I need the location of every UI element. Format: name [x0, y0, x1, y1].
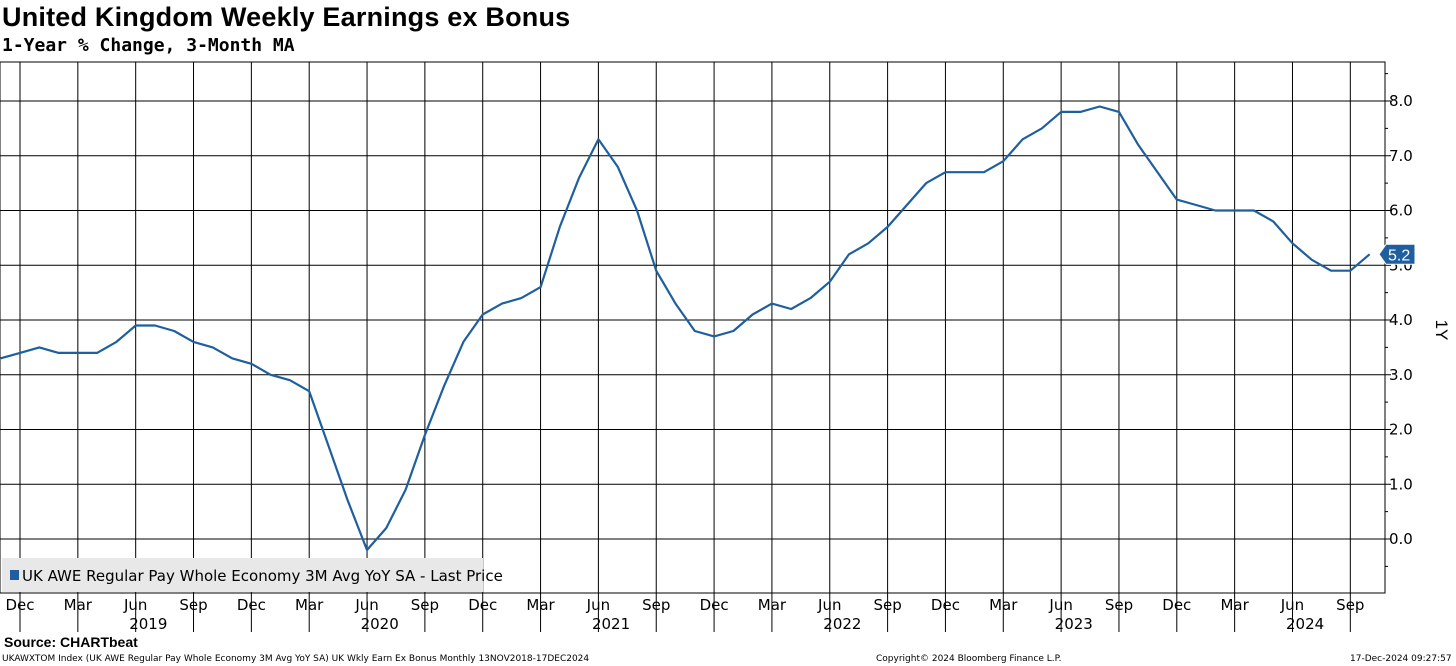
x-month-label: Sep — [642, 596, 670, 614]
y-axis-tick-labels: 0.01.02.03.04.05.06.07.08.0 — [1389, 92, 1413, 548]
x-year-label: 2019 — [129, 615, 167, 633]
x-year-label: 2021 — [592, 615, 630, 633]
chart-title: United Kingdom Weekly Earnings ex Bonus — [2, 2, 571, 32]
chart-subtitle: 1-Year % Change, 3-Month MA — [2, 35, 295, 56]
x-month-label: Mar — [526, 596, 555, 614]
x-month-label: Sep — [179, 596, 207, 614]
last-value-tag: 5.2 — [1378, 243, 1416, 265]
x-month-label: Dec — [700, 596, 729, 614]
x-month-label: Mar — [64, 596, 93, 614]
x-year-label: 2020 — [361, 615, 399, 633]
plot-frame — [0, 61, 1386, 594]
x-month-label: Mar — [758, 596, 787, 614]
x-month-label: Sep — [1105, 596, 1133, 614]
y-tick-label: 2.0 — [1389, 421, 1413, 439]
index-info: UKAWXTOM Index (UK AWE Regular Pay Whole… — [2, 654, 590, 664]
x-month-label: Dec — [931, 596, 960, 614]
x-month-label: Jun — [1048, 596, 1072, 614]
x-month-label: Dec — [5, 596, 34, 614]
x-month-label: Jun — [354, 596, 378, 614]
y-tick-label: 1.0 — [1389, 475, 1413, 493]
y-tick-label: 6.0 — [1389, 202, 1413, 220]
x-month-label: Mar — [295, 596, 324, 614]
x-month-label: Jun — [123, 596, 147, 614]
y-tick-label: 8.0 — [1389, 92, 1413, 110]
x-year-label: 2022 — [823, 615, 861, 633]
x-month-label: Jun — [1280, 596, 1304, 614]
source-note: Source: CHARTbeat — [4, 634, 138, 650]
x-axis-month-labels: Dec Mar Jun Sep Dec Mar Jun Sep Dec Mar Jun Sep Dec M… — [5, 596, 1364, 614]
x-month-label: Sep — [1336, 596, 1364, 614]
x-month-label: Mar — [989, 596, 1018, 614]
y-axis-label: 1Y — [1432, 320, 1451, 341]
x-axis-year-labels: 2019 2020 2021 2022 2023 2024 — [129, 615, 1324, 633]
x-month-label: Dec — [468, 596, 497, 614]
legend: UK AWE Regular Pay Whole Economy 3M Avg … — [2, 558, 503, 592]
legend-label: UK AWE Regular Pay Whole Economy 3M Avg … — [22, 567, 503, 585]
y-tick-label: 7.0 — [1389, 147, 1413, 165]
x-year-label: 2024 — [1286, 615, 1324, 633]
x-month-label: Jun — [817, 596, 841, 614]
gridlines — [0, 62, 1391, 632]
legend-background — [2, 558, 483, 592]
y-tick-label: 3.0 — [1389, 366, 1413, 384]
x-month-label: Sep — [411, 596, 439, 614]
copyright: Copyright© 2024 Bloomberg Finance L.P. — [876, 654, 1062, 664]
series-line — [0, 105, 1371, 552]
x-month-label: Dec — [237, 596, 266, 614]
x-month-label: Jun — [586, 596, 610, 614]
last-value-label: 5.2 — [1388, 247, 1410, 264]
x-month-label: Sep — [873, 596, 901, 614]
x-month-label: Dec — [1162, 596, 1191, 614]
last-value-tag-bg — [1378, 243, 1416, 265]
x-month-label: Mar — [1220, 596, 1249, 614]
y-tick-label: 4.0 — [1389, 311, 1413, 329]
x-year-label: 2023 — [1055, 615, 1093, 633]
timestamp: 17-Dec-2024 09:27:57 — [1350, 654, 1452, 664]
y-tick-label: 0.0 — [1389, 530, 1413, 548]
legend-swatch — [10, 570, 19, 580]
